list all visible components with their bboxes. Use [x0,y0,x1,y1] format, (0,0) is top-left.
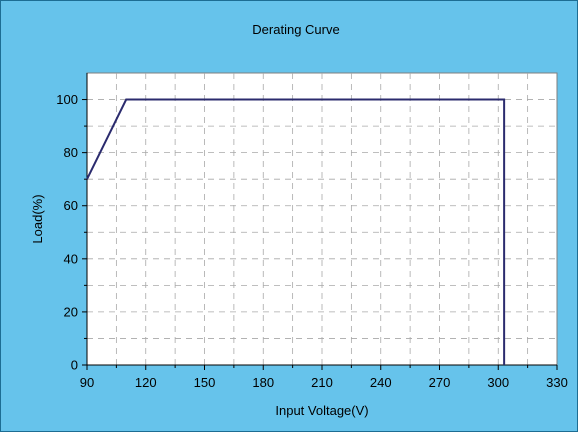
series-line [86,98,506,365]
x-tick-label: 120 [135,375,157,390]
x-tick-label: 300 [487,375,509,390]
tick-labels: 90 120 150 180 210 240 270 300 330 0 20 40 60 80 100 [56,92,568,390]
x-axis-label: Input Voltage(V) [275,403,368,418]
x-tick-label: 210 [311,375,333,390]
grid-lines [87,73,557,365]
x-tick-label: 330 [546,375,568,390]
y-tick-label: 40 [64,251,78,266]
y-tick-label: 0 [71,358,78,373]
chart-title: Derating Curve [252,22,339,37]
x-tick-label: 240 [370,375,392,390]
x-tick-label: 150 [194,375,216,390]
x-tick-label: 180 [252,375,274,390]
x-tick-label: 90 [80,375,94,390]
y-tick-label: 20 [64,304,78,319]
axes [82,73,558,370]
x-tick-label: 270 [429,375,451,390]
y-tick-label: 80 [64,145,78,160]
y-axis-label: Load(%) [30,194,45,243]
y-tick-label: 60 [64,198,78,213]
series-lines [86,98,506,365]
y-tick-label: 100 [56,92,78,107]
